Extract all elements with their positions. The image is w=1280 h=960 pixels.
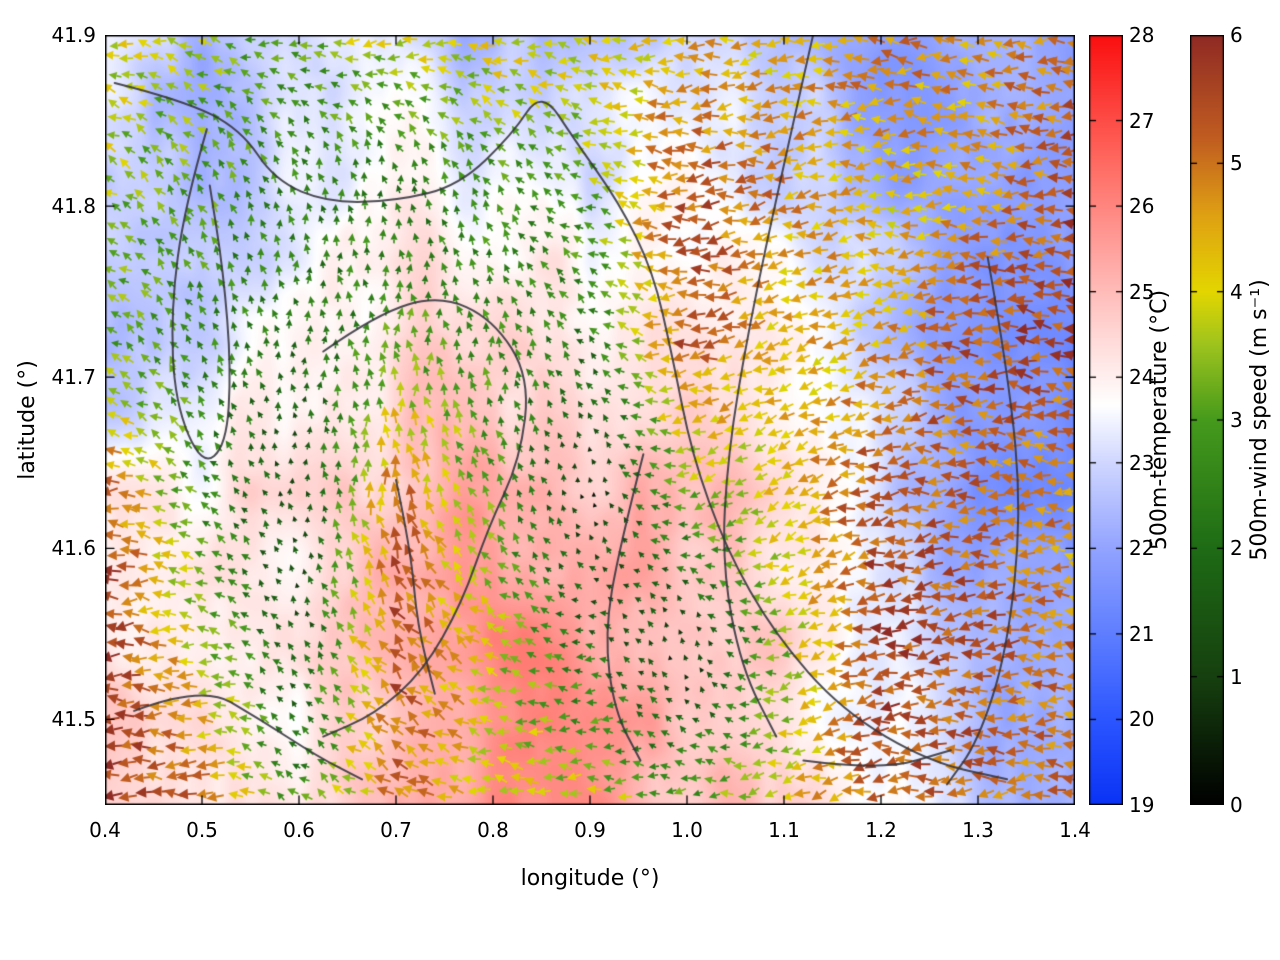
wind-speed-tick-label: 4 — [1230, 279, 1243, 304]
y-axis-label: latitude (°) — [15, 360, 40, 480]
temperature-tick-label: 26 — [1129, 194, 1155, 219]
x-tick-label: 1.4 — [1059, 818, 1091, 842]
map-plot-canvas — [105, 35, 1075, 805]
y-tick-label: 41.8 — [51, 194, 96, 219]
x-tick-label: 0.6 — [283, 818, 315, 842]
x-tick-label: 0.5 — [186, 818, 218, 842]
temperature-colorbar — [1089, 35, 1123, 805]
wind-speed-tick-label: 6 — [1230, 23, 1243, 47]
x-tick-label: 1.3 — [962, 818, 994, 842]
y-tick-label: 41.7 — [51, 365, 96, 390]
wind-speed-tick-label: 2 — [1230, 536, 1243, 561]
wind-speed-tick-label: 1 — [1230, 664, 1243, 689]
temperature-tick-label: 22 — [1129, 536, 1155, 561]
temperature-tick-label: 20 — [1129, 707, 1155, 732]
wind-speed-colorbar — [1190, 35, 1224, 805]
x-tick-label: 0.4 — [89, 818, 121, 842]
temperature-tick-label: 27 — [1129, 108, 1155, 133]
x-axis-label: longitude (°) — [520, 866, 660, 891]
x-tick-label: 0.7 — [380, 818, 412, 842]
y-tick-label: 41.6 — [51, 536, 96, 561]
temperature-tick-label: 25 — [1129, 279, 1155, 304]
temperature-tick-label: 24 — [1129, 365, 1155, 390]
temperature-tick-label: 21 — [1129, 621, 1155, 646]
wind-speed-tick-label: 3 — [1230, 408, 1243, 432]
wind-speed-tick-label: 5 — [1230, 151, 1243, 176]
temperature-colorbar-label: 500m-temperature (°C) — [1147, 289, 1172, 551]
y-tick-label: 41.9 — [51, 23, 96, 47]
temperature-tick-label: 23 — [1129, 450, 1155, 475]
temperature-tick-label: 19 — [1129, 793, 1155, 817]
x-tick-label: 1.1 — [768, 818, 800, 842]
x-tick-label: 1.2 — [865, 818, 897, 842]
temperature-tick-label: 28 — [1129, 23, 1155, 47]
x-tick-label: 0.8 — [477, 818, 509, 842]
x-tick-label: 0.9 — [574, 818, 606, 842]
wind-speed-tick-label: 0 — [1230, 793, 1243, 817]
y-tick-label: 41.5 — [51, 707, 96, 732]
x-tick-label: 1.0 — [671, 818, 703, 842]
